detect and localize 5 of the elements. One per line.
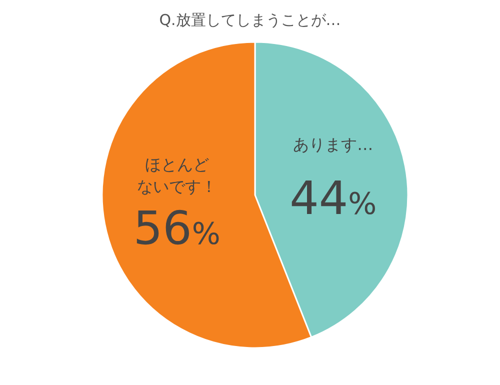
data-label: 44% (290, 171, 377, 226)
chart-title: Q.放置してしまうことが… (159, 11, 341, 29)
slice-label: あります… (293, 135, 374, 154)
data-label: 56% (133, 200, 220, 255)
slice-label: ほとんどないです！ (136, 154, 217, 196)
